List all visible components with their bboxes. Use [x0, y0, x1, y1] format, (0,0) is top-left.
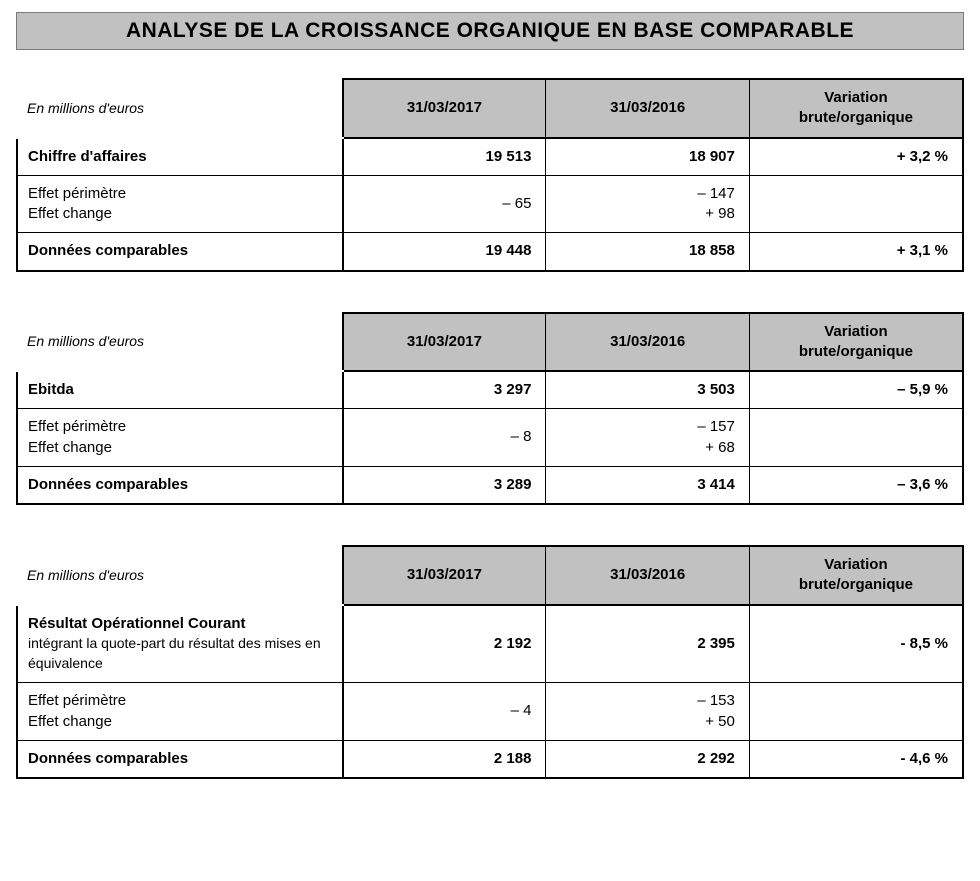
cell-variation: - 8,5 %	[749, 605, 963, 683]
row-label: Effet périmètre Effet change	[17, 409, 343, 467]
table-row: Chiffre d'affaires 19 513 18 907 + 3,2 %	[17, 138, 963, 176]
col-header-date2: 31/03/2016	[546, 313, 749, 372]
row-label: Chiffre d'affaires	[17, 138, 343, 176]
cell-value: 2 395	[546, 605, 749, 683]
table-roc: En millions d'euros 31/03/2017 31/03/201…	[16, 545, 964, 779]
col-header-date2: 31/03/2016	[546, 546, 749, 605]
col-header-date1: 31/03/2017	[343, 79, 546, 138]
col-header-date1: 31/03/2017	[343, 546, 546, 605]
cell-value: 3 414	[546, 466, 749, 504]
table-revenue: En millions d'euros 31/03/2017 31/03/201…	[16, 78, 964, 272]
row-label: Données comparables	[17, 466, 343, 504]
table-row: Effet périmètre Effet change – 8 – 157 +…	[17, 409, 963, 467]
cell-value: 18 858	[546, 233, 749, 271]
row-label: Effet périmètre Effet change	[17, 683, 343, 741]
table-row: Effet périmètre Effet change – 65 – 147 …	[17, 175, 963, 233]
col-header-date1: 31/03/2017	[343, 313, 546, 372]
table-row: Données comparables 2 188 2 292 - 4,6 %	[17, 740, 963, 778]
page-title: ANALYSE DE LA CROISSANCE ORGANIQUE EN BA…	[16, 12, 964, 50]
table-row: Données comparables 19 448 18 858 + 3,1 …	[17, 233, 963, 271]
table-ebitda: En millions d'euros 31/03/2017 31/03/201…	[16, 312, 964, 506]
cell-value: 19 448	[343, 233, 546, 271]
cell-value: 2 188	[343, 740, 546, 778]
col-header-date2: 31/03/2016	[546, 79, 749, 138]
cell-value: 3 297	[343, 371, 546, 409]
cell-variation: – 3,6 %	[749, 466, 963, 504]
cell-value: – 65	[343, 175, 546, 233]
table-row: Résultat Opérationnel Courant intégrant …	[17, 605, 963, 683]
cell-variation	[749, 409, 963, 467]
cell-value: – 147 + 98	[546, 175, 749, 233]
cell-value: 3 503	[546, 371, 749, 409]
units-label: En millions d'euros	[17, 546, 343, 605]
cell-variation: + 3,2 %	[749, 138, 963, 176]
row-label: Données comparables	[17, 740, 343, 778]
table-row: Effet périmètre Effet change – 4 – 153 +…	[17, 683, 963, 741]
cell-value: – 157 + 68	[546, 409, 749, 467]
cell-variation	[749, 175, 963, 233]
row-label: Données comparables	[17, 233, 343, 271]
cell-value: 3 289	[343, 466, 546, 504]
cell-variation: - 4,6 %	[749, 740, 963, 778]
row-label: Effet périmètre Effet change	[17, 175, 343, 233]
cell-value: 18 907	[546, 138, 749, 176]
cell-value: – 153 + 50	[546, 683, 749, 741]
cell-value: 2 292	[546, 740, 749, 778]
cell-value: 2 192	[343, 605, 546, 683]
col-header-variation: Variationbrute/organique	[749, 313, 963, 372]
table-row: Ebitda 3 297 3 503 – 5,9 %	[17, 371, 963, 409]
cell-variation: – 5,9 %	[749, 371, 963, 409]
cell-variation: + 3,1 %	[749, 233, 963, 271]
col-header-variation: Variationbrute/organique	[749, 546, 963, 605]
cell-variation	[749, 683, 963, 741]
units-label: En millions d'euros	[17, 313, 343, 372]
cell-value: 19 513	[343, 138, 546, 176]
units-label: En millions d'euros	[17, 79, 343, 138]
row-label: Résultat Opérationnel Courant intégrant …	[17, 605, 343, 683]
table-row: Données comparables 3 289 3 414 – 3,6 %	[17, 466, 963, 504]
cell-value: – 4	[343, 683, 546, 741]
col-header-variation: Variationbrute/organique	[749, 79, 963, 138]
cell-value: – 8	[343, 409, 546, 467]
row-label: Ebitda	[17, 371, 343, 409]
